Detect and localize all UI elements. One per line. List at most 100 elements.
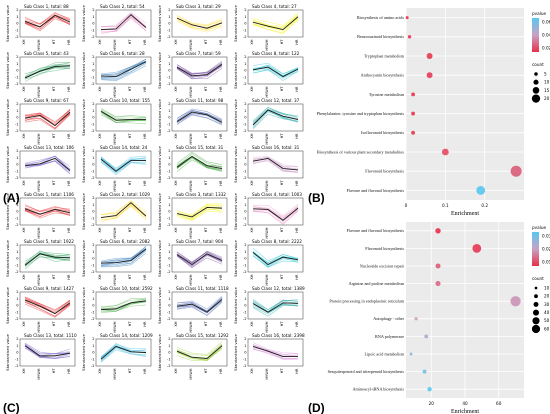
subclass-plot: Sub Class 9, total: 67 Standardised value… (5, 98, 76, 145)
member-profile-line (252, 251, 299, 264)
member-profile-line (176, 156, 223, 171)
y-tick-label: -1 (167, 122, 171, 126)
x-tick-label: HT (204, 368, 208, 374)
member-profile-line (252, 345, 299, 355)
member-profile-line (100, 155, 147, 170)
x-tick-label: HYWH (37, 368, 41, 379)
x-tick-label: HYWH (113, 86, 117, 97)
y-tick-label: 0 (92, 304, 95, 308)
member-profile-line (176, 203, 223, 216)
y-axis-label: Standardised value (5, 287, 10, 324)
subclass-title: Sub Class 9, total: 67 (24, 98, 69, 103)
mean-profile-line (24, 65, 71, 79)
x-tick-label: HT (204, 321, 208, 327)
x-tick-label: XH (174, 321, 178, 326)
x-tick-label: XH (98, 274, 102, 279)
enrichment-point (426, 53, 433, 59)
member-profile-line (24, 67, 71, 82)
x-tick-label: HR (219, 86, 223, 92)
x-tick-label: 40 (462, 401, 468, 406)
member-profile-line (100, 205, 147, 222)
x-tick-label: HR (295, 39, 299, 45)
member-profile-line (176, 295, 223, 310)
size-legend-tick: 10 (544, 80, 550, 85)
member-profile-line (252, 207, 299, 223)
member-profile-line (24, 113, 71, 129)
member-profile-line (252, 299, 299, 311)
member-profile-line (176, 113, 223, 125)
member-profile-line (252, 157, 299, 170)
member-profile-line (176, 208, 223, 220)
member-profile-line (252, 303, 299, 315)
mean-profile-line (252, 16, 299, 31)
y-tick-label: 0 (92, 163, 95, 167)
y-tick-label: 0 (16, 257, 19, 261)
y-tick-label: -2 (243, 82, 247, 86)
x-tick-label: HR (143, 227, 147, 233)
subclass-title: Sub Class 14, total: 24 (100, 145, 148, 150)
y-tick-label: -2 (91, 223, 95, 227)
subclass-title: Sub Class 1, total: 88 (24, 4, 69, 9)
enrichment-point (435, 281, 441, 287)
y-tick-label: 0 (92, 210, 95, 214)
member-profile-line (100, 347, 147, 363)
mean-profile-line (100, 300, 147, 310)
y-tick-label: -1 (167, 28, 171, 32)
member-profile-line (176, 19, 223, 30)
subclass-plot: Sub Class 1, total: 88 Standardised value… (5, 4, 76, 51)
member-profile-line (100, 111, 147, 124)
x-tick-label: HYWH (189, 39, 193, 50)
y-tick-label: 1 (168, 15, 170, 19)
x-tick-label: HT (280, 180, 284, 186)
x-tick-label: HR (295, 227, 299, 233)
mean-profile-line (176, 345, 223, 360)
enrichment-point (435, 263, 441, 269)
member-profile-line (252, 65, 299, 77)
y-tick-label: 0 (168, 22, 171, 26)
x-tick-label: HT (280, 39, 284, 45)
mean-profile-line (24, 208, 71, 215)
x-tick-label: HR (67, 227, 71, 233)
x-tick-label: HYWH (113, 368, 117, 379)
x-tick-label: XH (22, 86, 26, 91)
subclass-plot: Sub Class 5, total: 1922 Standardised val… (5, 239, 76, 286)
y-tick-label: -2 (243, 364, 247, 368)
member-profile-line (100, 62, 147, 79)
y-axis-label: Standardised value (233, 240, 238, 277)
member-profile-line (24, 346, 71, 360)
x-tick-label: 60 (496, 401, 502, 406)
x-tick-label: HR (143, 180, 147, 186)
panel-c-label: (C) (3, 401, 20, 414)
member-profile-line (176, 65, 223, 80)
term-label: Flavone and flavonol biosynthesis (347, 228, 405, 233)
member-profile-line (100, 161, 147, 176)
x-tick-label: HT (52, 180, 56, 186)
subclass-plot: Sub Class 16, total: 2398 Standardised va… (233, 333, 305, 380)
y-tick-label: -2 (167, 129, 171, 133)
member-profile-line (176, 297, 223, 312)
term-label: Benzoxazinoid biosynthesis (357, 34, 404, 39)
y-tick-label: 2 (92, 8, 94, 12)
y-axis-label: Standardised value (157, 146, 162, 183)
enrichment-point (411, 130, 415, 135)
y-tick-label: 0 (16, 351, 19, 355)
y-axis-label: Standardised value (157, 240, 162, 277)
member-profile-line (24, 160, 71, 174)
plot-frame (247, 244, 304, 273)
member-profile-line (24, 16, 71, 28)
y-tick-label: -2 (91, 82, 95, 86)
plot-frame (95, 197, 152, 226)
y-axis-label: Standardised value (5, 240, 10, 277)
size-legend-dot (531, 324, 541, 334)
size-legend-dot (534, 72, 538, 76)
y-tick-label: 2 (244, 55, 246, 59)
subclass-plot: Sub Class 12, total: 37 Standardised valu… (233, 98, 304, 145)
member-profile-line (100, 246, 147, 262)
y-tick-label: -1 (91, 357, 95, 361)
subclass-plot: Sub Class 2, total: 1029 Standardised val… (81, 192, 152, 239)
y-tick-label: -2 (167, 176, 171, 180)
y-tick-label: -2 (167, 317, 171, 321)
y-tick-label: 0 (16, 210, 19, 214)
y-tick-label: 1 (244, 344, 246, 348)
x-tick-label: HT (204, 86, 208, 92)
